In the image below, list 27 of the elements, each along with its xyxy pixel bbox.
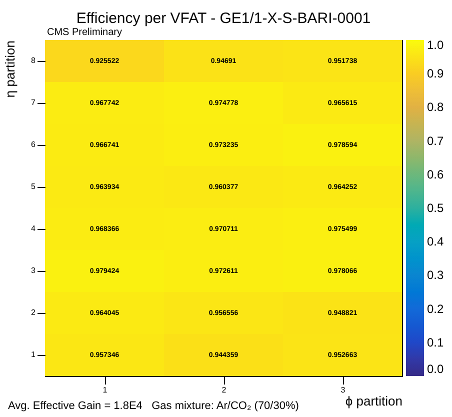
y-tick-label: 2: [31, 308, 36, 317]
x-axis-title: ϕ partition: [345, 394, 402, 408]
color-bar-label: 0.1: [427, 335, 444, 350]
color-bar-label: 0.4: [427, 234, 444, 249]
y-axis-title: η partition: [2, 40, 18, 98]
x-tick-label: 1: [102, 386, 108, 394]
y-tick-label: 5: [31, 182, 36, 191]
y-tick-label: 6: [31, 140, 36, 149]
text: Avg. Effective Gain = 1.8E4 Gas mixture: Ar/CO₂ (70/30%): [8, 400, 299, 412]
x-tick-label: 2: [222, 386, 227, 394]
x-tick-label: 3: [340, 386, 346, 394]
color-bar-label: 0.0: [427, 362, 444, 376]
color-bar-label: 0.6: [427, 167, 444, 182]
y-tick-label: 1: [31, 350, 36, 359]
chart-title: Efficiency per VFAT - GE1/1-X-S-BARI-0001: [76, 10, 371, 27]
color-bar-label: 1.0: [427, 38, 444, 52]
color-bar-label: 0.8: [427, 100, 444, 114]
text: CMS Preliminary: [47, 27, 122, 38]
color-bar-label: 0.7: [427, 134, 444, 148]
y-tick-label: 4: [31, 224, 36, 233]
y-tick-label: 8: [31, 56, 36, 65]
color-bar-label: 0.9: [427, 66, 444, 81]
y-tick-label: 7: [31, 98, 36, 107]
color-bar-label: 0.5: [427, 201, 444, 215]
color-bar-label: 0.2: [427, 302, 444, 316]
y-tick-label: 3: [31, 266, 36, 275]
color-bar-label: 0.3: [427, 268, 444, 282]
